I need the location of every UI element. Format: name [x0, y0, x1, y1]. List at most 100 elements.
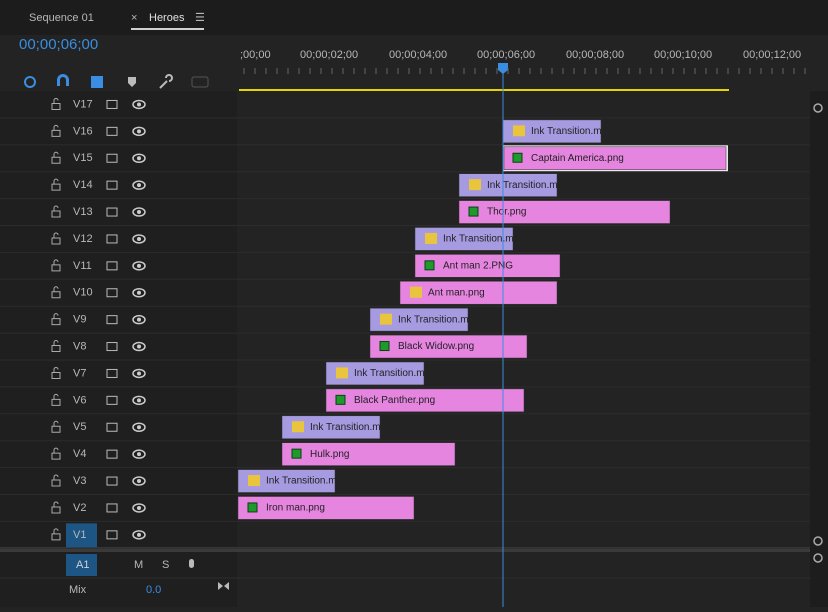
- mute-button[interactable]: M: [134, 559, 143, 571]
- track-label: V12: [73, 233, 93, 245]
- mic-icon[interactable]: [189, 559, 194, 568]
- link-icon[interactable]: [91, 76, 103, 88]
- lock-icon[interactable]: [51, 286, 61, 299]
- tab-close[interactable]: ×: [131, 12, 137, 24]
- clip[interactable]: [414, 227, 514, 251]
- wrench-icon[interactable]: [159, 74, 173, 89]
- eye-pupil: [137, 156, 141, 161]
- v1-target[interactable]: [66, 523, 97, 548]
- solo-button[interactable]: S: [162, 559, 169, 571]
- sync-icon[interactable]: [106, 315, 118, 325]
- lock-icon[interactable]: [51, 528, 61, 541]
- lock-icon[interactable]: [51, 447, 61, 460]
- track-label: V16: [73, 125, 93, 137]
- tab[interactable]: Sequence 01: [29, 12, 94, 24]
- sync-icon[interactable]: [106, 422, 118, 432]
- clip[interactable]: [458, 173, 558, 197]
- eye-icon[interactable]: [132, 153, 146, 163]
- eye-icon[interactable]: [132, 314, 146, 325]
- magnet-icon[interactable]: [57, 74, 69, 86]
- mix-label: Mix: [69, 584, 87, 596]
- sync-icon[interactable]: [106, 449, 118, 459]
- captions-icon[interactable]: [191, 76, 209, 88]
- lock-icon[interactable]: [51, 420, 61, 433]
- eye-icon[interactable]: [132, 530, 146, 540]
- scroll-handle[interactable]: [813, 103, 823, 113]
- eye-icon[interactable]: [132, 234, 146, 244]
- lock-icon[interactable]: [51, 205, 61, 218]
- sync-icon[interactable]: [106, 234, 118, 244]
- sync-icon[interactable]: [106, 342, 118, 352]
- sync-icon[interactable]: [106, 368, 118, 378]
- eye-icon[interactable]: [132, 422, 146, 432]
- a1-target[interactable]: [66, 554, 97, 576]
- clip[interactable]: [237, 496, 415, 520]
- clip[interactable]: [399, 281, 558, 305]
- sync-icon[interactable]: [106, 180, 118, 190]
- sync-icon[interactable]: [106, 153, 118, 163]
- clip[interactable]: [369, 334, 528, 359]
- sync-icon[interactable]: [106, 530, 118, 540]
- eye-icon[interactable]: [132, 476, 146, 486]
- lock-icon[interactable]: [51, 313, 61, 326]
- sync-icon[interactable]: [106, 476, 118, 486]
- eye-icon[interactable]: [132, 207, 146, 217]
- ruler-label: 00;00;04;00: [389, 49, 447, 61]
- clip[interactable]: [237, 469, 336, 493]
- scrollbar: [810, 91, 828, 607]
- timecode[interactable]: 00;00;06;00: [19, 36, 98, 53]
- clip[interactable]: [325, 361, 425, 386]
- clip[interactable]: [281, 442, 456, 466]
- track-label: V9: [73, 314, 86, 326]
- scroll-handle[interactable]: [813, 553, 823, 563]
- clip[interactable]: [369, 307, 469, 332]
- sync-icon[interactable]: [106, 288, 118, 298]
- lock-icon[interactable]: [51, 340, 61, 353]
- lock-icon[interactable]: [51, 178, 61, 191]
- lock-icon[interactable]: [51, 393, 61, 406]
- clip-label: Black Widow.png: [398, 341, 474, 352]
- nudge-icon[interactable]: [218, 582, 229, 590]
- lock-icon[interactable]: [51, 366, 61, 379]
- lock-icon[interactable]: [51, 474, 61, 487]
- tab-active[interactable]: Heroes: [149, 12, 185, 24]
- eye-icon[interactable]: [132, 126, 146, 137]
- sync-icon[interactable]: [106, 126, 118, 136]
- playhead-handle[interactable]: [498, 63, 508, 74]
- clip[interactable]: [281, 415, 381, 439]
- lock-icon[interactable]: [51, 151, 61, 164]
- eye-icon[interactable]: [132, 368, 146, 379]
- track-label: V13: [73, 206, 93, 218]
- sync-icon[interactable]: [106, 395, 118, 405]
- eye-icon[interactable]: [132, 99, 146, 110]
- clip[interactable]: [414, 254, 561, 278]
- eye-icon[interactable]: [132, 503, 146, 513]
- sync-icon[interactable]: [106, 503, 118, 513]
- snap-icon[interactable]: [24, 76, 36, 88]
- fx-badge: [425, 232, 437, 244]
- clip[interactable]: [458, 200, 671, 224]
- sync-icon[interactable]: [106, 207, 118, 217]
- clip[interactable]: [325, 388, 525, 413]
- track-label: V17: [73, 98, 93, 110]
- lock-icon[interactable]: [51, 124, 61, 137]
- scroll-handle[interactable]: [813, 536, 823, 546]
- sync-icon[interactable]: [106, 261, 118, 271]
- lock-icon[interactable]: [51, 97, 61, 110]
- ruler-label: 00;00;12;00: [743, 49, 801, 61]
- eye-icon[interactable]: [132, 341, 146, 352]
- clip-label: Ink Transition.m: [443, 234, 514, 245]
- lock-icon[interactable]: [51, 232, 61, 245]
- mix-value[interactable]: 0.0: [146, 584, 161, 596]
- eye-icon[interactable]: [132, 261, 146, 271]
- lock-icon[interactable]: [51, 501, 61, 514]
- lock-icon[interactable]: [51, 259, 61, 272]
- sync-icon[interactable]: [106, 99, 118, 109]
- eye-icon[interactable]: [132, 180, 146, 190]
- marker-icon[interactable]: [128, 77, 136, 87]
- tab-menu[interactable]: ☰: [195, 12, 205, 24]
- eye-icon[interactable]: [132, 449, 146, 459]
- eye-icon[interactable]: [132, 288, 146, 298]
- clip[interactable]: [503, 146, 727, 170]
- eye-icon[interactable]: [132, 395, 146, 406]
